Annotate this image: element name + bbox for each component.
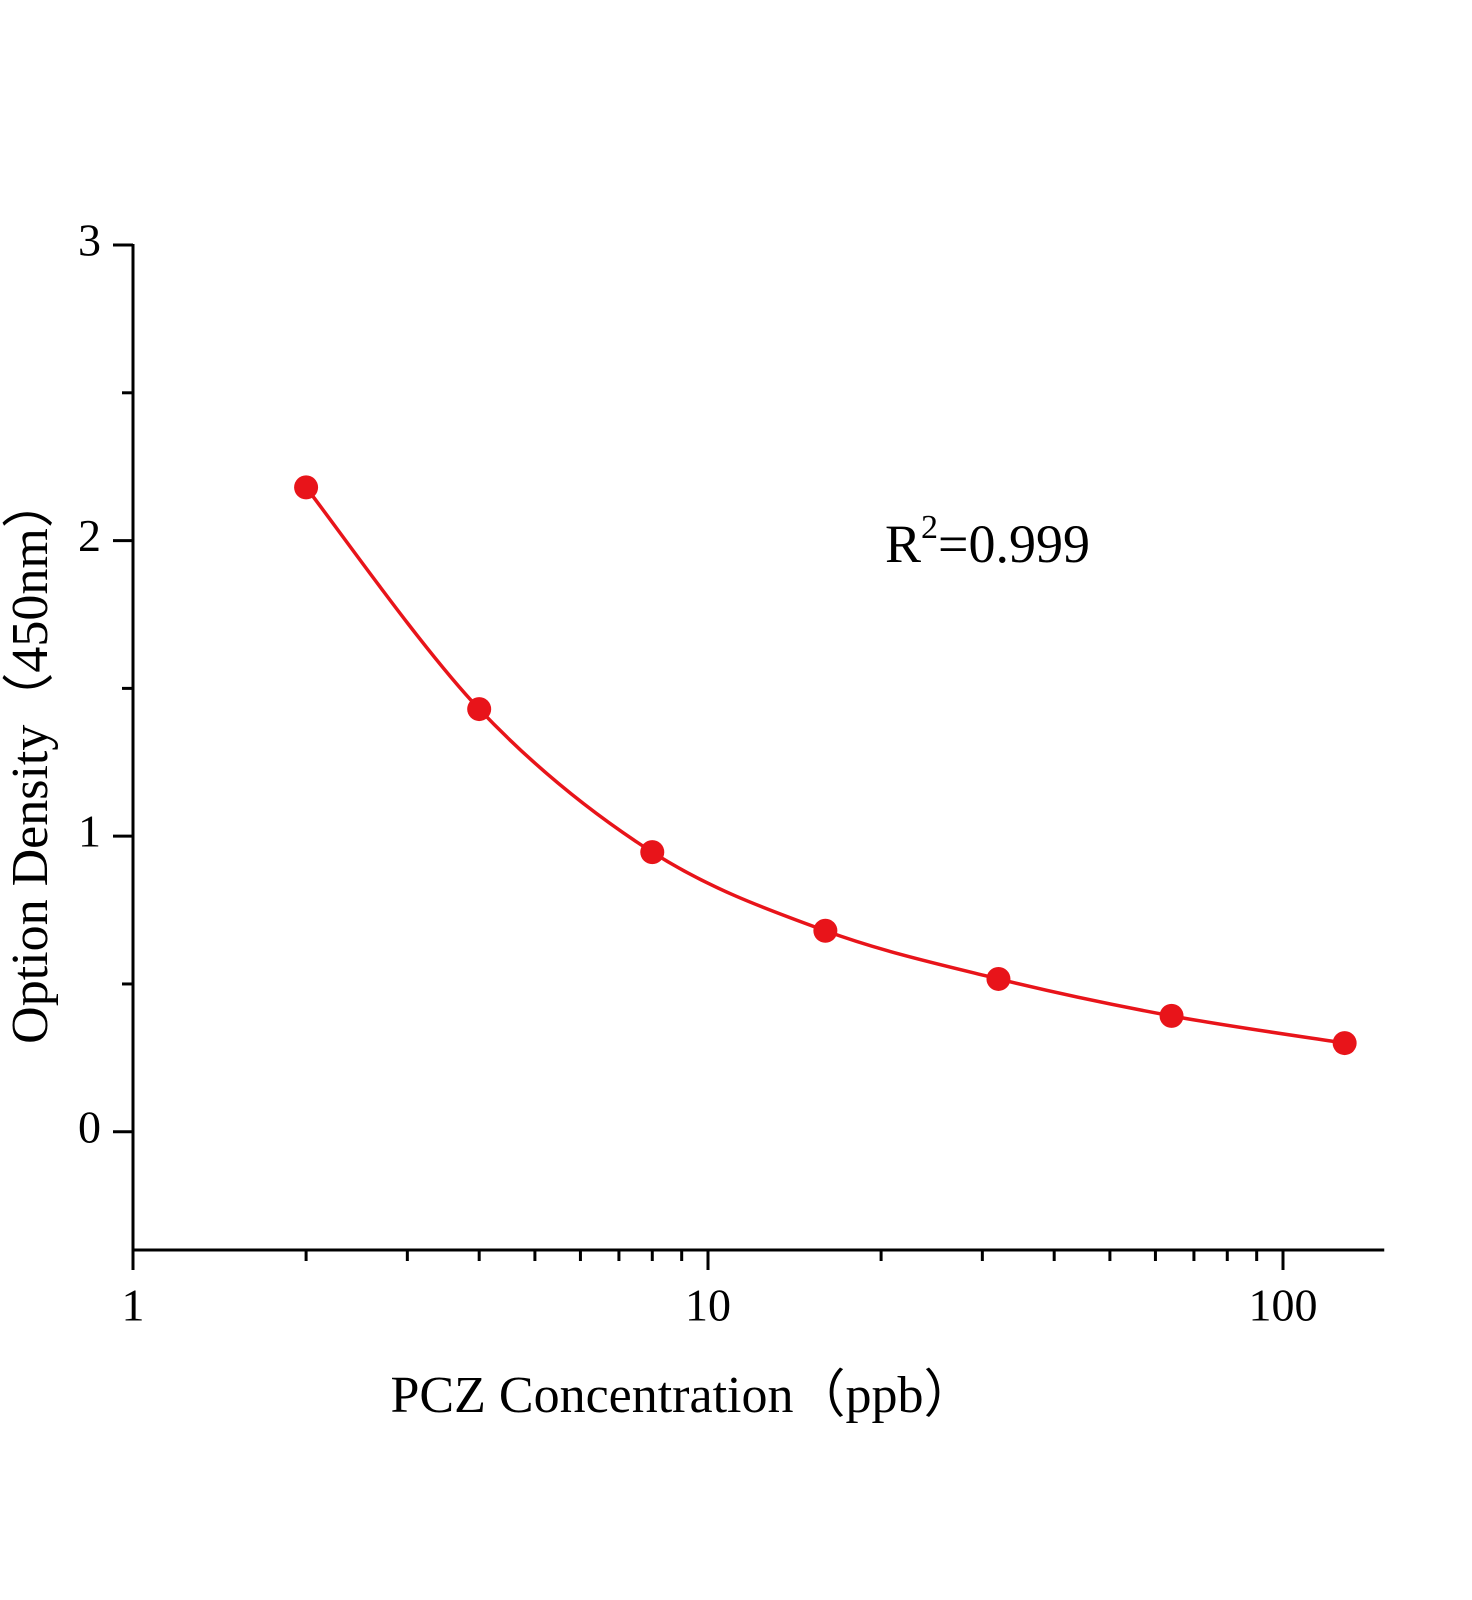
point	[986, 966, 1011, 991]
x-tick-label: 10	[685, 1280, 731, 1331]
x-tick-label: 100	[1249, 1280, 1318, 1331]
y-tick-label: 2	[78, 510, 101, 561]
point	[1159, 1003, 1184, 1028]
annotation-base: R	[885, 514, 921, 574]
x-tick-label: 1	[122, 1280, 145, 1331]
fit-line	[304, 486, 1345, 1045]
annotation: R2=0.999	[885, 509, 1090, 575]
y-tick-label: 3	[78, 215, 101, 266]
y-tick-label: 0	[78, 1101, 101, 1152]
point	[813, 918, 838, 943]
point	[1332, 1031, 1357, 1056]
point	[640, 840, 665, 865]
annotation-sup: 2	[921, 509, 938, 546]
y-tick-label: 1	[78, 806, 101, 857]
point	[294, 475, 319, 500]
y-axis-label: Option Density（450nm）	[2, 476, 59, 1044]
annotation-rest: =0.999	[938, 514, 1090, 574]
point	[467, 697, 492, 722]
x-axis-label: PCZ Concentration（ppb）	[391, 1367, 976, 1424]
